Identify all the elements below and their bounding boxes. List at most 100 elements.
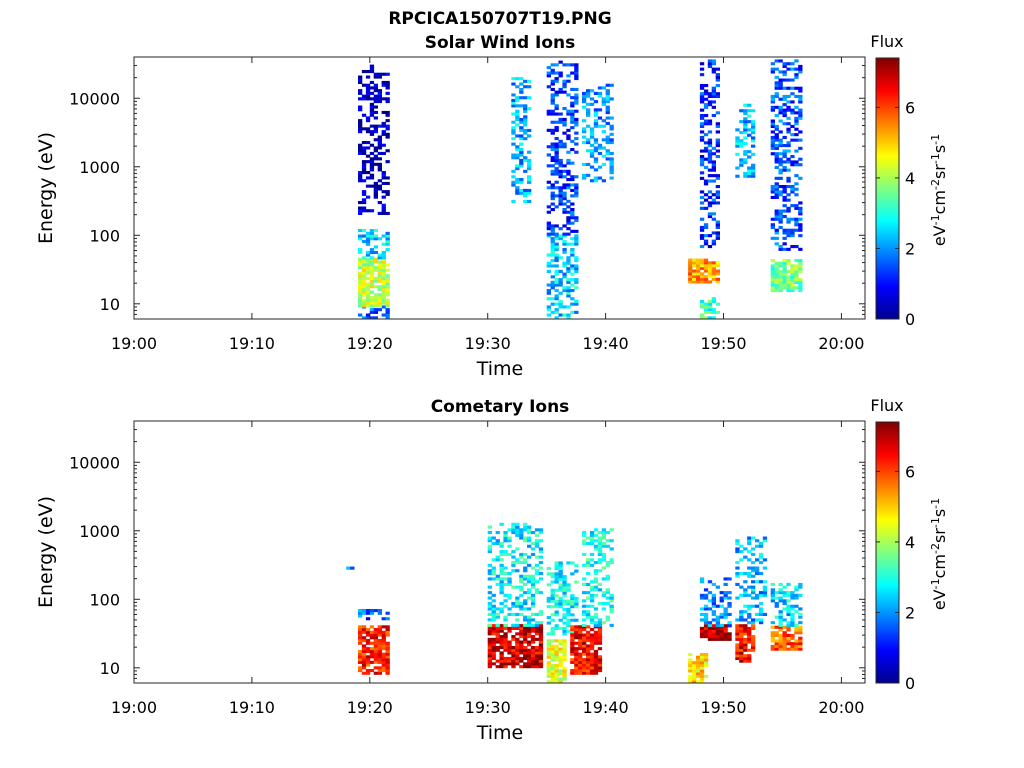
heatmap-cell: [582, 652, 587, 656]
heatmap-cell: [515, 167, 520, 171]
heatmap-cell: [751, 536, 756, 540]
heatmap-cell: [365, 70, 371, 74]
heatmap-cell: [707, 275, 713, 279]
heatmap-cell: [707, 179, 713, 183]
heatmap-cell: [703, 92, 709, 96]
heatmap-cell: [597, 165, 603, 169]
heatmap-cell: [519, 665, 524, 669]
heatmap-cell: [751, 109, 756, 113]
heatmap-cell: [605, 618, 610, 622]
heatmap-cell: [786, 141, 791, 145]
heatmap-cell: [696, 680, 701, 683]
heatmap-cell: [589, 621, 595, 625]
heatmap-cell: [554, 308, 559, 312]
heatmap-cell: [385, 110, 390, 114]
heatmap-cell: [550, 596, 555, 600]
heatmap-cell: [554, 602, 559, 606]
heatmap-cell: [794, 149, 799, 153]
heatmap-cell: [786, 275, 791, 279]
heatmap-cell: [703, 119, 709, 123]
heatmap-cell: [554, 613, 559, 617]
heatmap-cell: [530, 646, 536, 650]
heatmap-cell: [699, 190, 705, 194]
heatmap-cell: [597, 552, 603, 556]
heatmap-cell: [786, 591, 791, 595]
heatmap-cell: [778, 185, 783, 189]
heatmap-cell: [554, 599, 559, 603]
heatmap-cell: [790, 642, 795, 646]
heatmap-cell: [487, 654, 492, 658]
heatmap-cell: [550, 259, 555, 263]
heatmap-cell: [385, 641, 390, 645]
heatmap-cell: [574, 580, 579, 584]
heatmap-cell: [782, 231, 787, 235]
heatmap-cell: [699, 635, 705, 639]
heatmap-cell: [499, 550, 504, 554]
heatmap-cell: [369, 630, 375, 634]
heatmap-cell: [358, 260, 363, 264]
heatmap-cell: [377, 296, 382, 300]
heatmap-cell: [715, 604, 720, 608]
heatmap-cell: [758, 602, 764, 606]
heatmap-cell: [582, 563, 587, 567]
heatmap-cell: [758, 618, 764, 622]
heatmap-cell: [385, 625, 390, 629]
heatmap-cell: [739, 558, 744, 562]
heatmap-cell: [578, 652, 583, 656]
heatmap-cell: [711, 261, 716, 265]
heatmap-cell: [782, 97, 787, 101]
heatmap-cell: [605, 539, 610, 543]
heatmap-cell: [582, 130, 587, 134]
heatmap-cell: [755, 580, 760, 584]
heatmap-cell: [377, 641, 382, 645]
heatmap-cell: [798, 111, 803, 115]
heatmap-cell: [369, 266, 375, 270]
heatmap-cell: [782, 94, 787, 98]
heatmap-cell: [786, 206, 791, 210]
heatmap-cell: [589, 539, 595, 543]
heatmap-cell: [699, 612, 705, 616]
heatmap-cell: [597, 544, 603, 548]
heatmap-cell: [711, 201, 716, 205]
heatmap-cell: [361, 301, 367, 305]
heatmap-cell: [692, 677, 697, 681]
heatmap-cell: [523, 558, 528, 562]
heatmap-cell: [554, 280, 559, 284]
heatmap-cell: [566, 305, 571, 309]
heatmap-cell: [369, 274, 375, 278]
heatmap-cell: [578, 660, 583, 664]
heatmap-cell: [574, 117, 579, 121]
heatmap-cell: [688, 266, 693, 270]
heatmap-cell: [593, 580, 599, 584]
heatmap-cell: [582, 591, 587, 595]
heatmap-cell: [782, 625, 787, 629]
heatmap-cell: [574, 605, 579, 609]
heatmap-cell: [562, 599, 567, 603]
heatmap-cell: [715, 201, 720, 205]
heatmap-cell: [523, 104, 528, 108]
heatmap-cell: [369, 669, 375, 673]
heatmap-cell: [794, 116, 799, 120]
heatmap-cell: [381, 97, 386, 101]
cb-exp-4: -1: [929, 498, 942, 509]
heatmap-cell: [699, 114, 705, 118]
heatmap-cell: [358, 91, 363, 95]
heatmap-cell: [711, 299, 716, 303]
heatmap-cell: [597, 143, 603, 147]
heatmap-cell: [550, 663, 555, 667]
heatmap-cell: [562, 79, 567, 83]
heatmap-cell: [385, 285, 390, 289]
heatmap-cell: [707, 245, 713, 249]
cb-exp-1: -1: [929, 578, 942, 589]
heatmap-cell: [703, 629, 709, 633]
heatmap-cell: [770, 636, 775, 640]
heatmap-cell: [719, 591, 724, 595]
heatmap-cell: [534, 632, 540, 636]
heatmap-cell: [727, 623, 732, 627]
heatmap-cell: [369, 263, 375, 267]
heatmap-cell: [778, 272, 783, 276]
heatmap-cell: [601, 593, 606, 597]
heatmap-cell: [554, 180, 559, 184]
